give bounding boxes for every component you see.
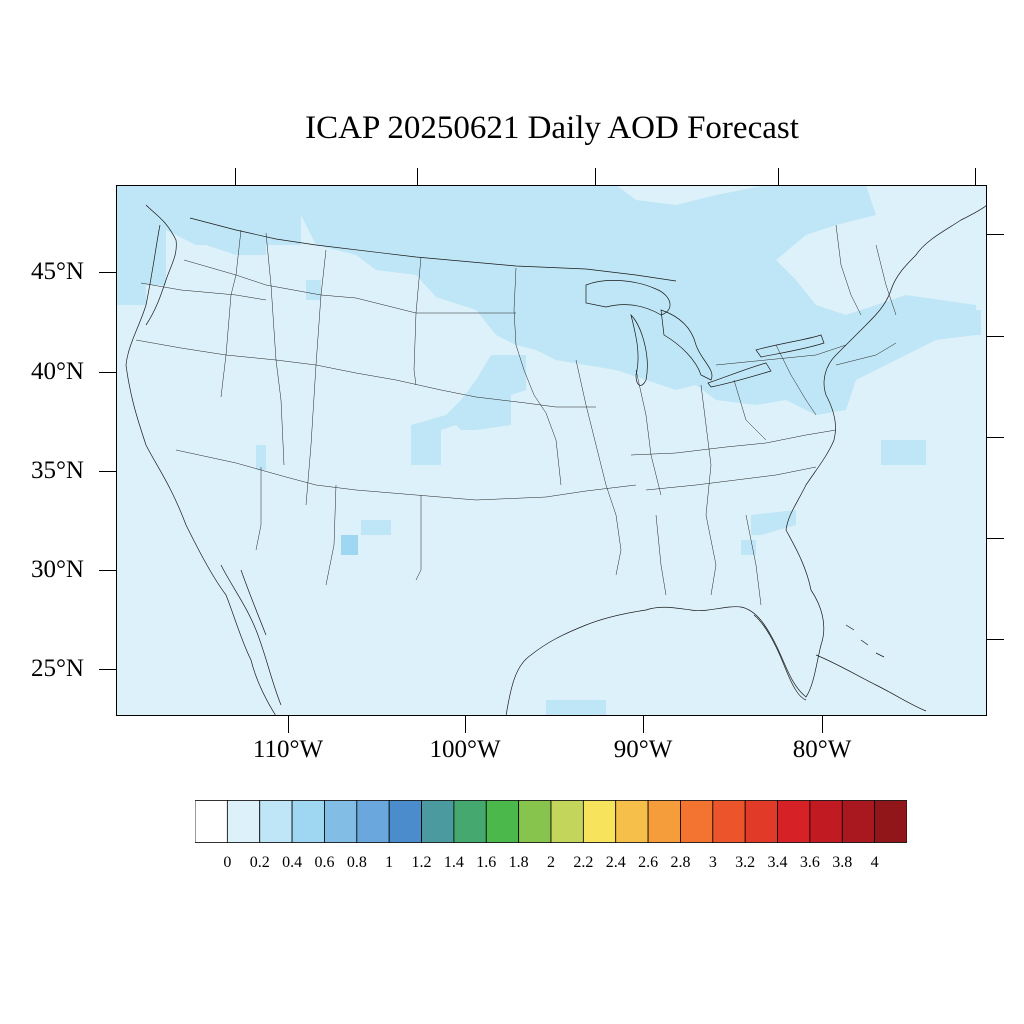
colorbar-tick-label: 1.4 (443, 854, 464, 871)
baja-peninsula (220, 564, 282, 706)
colorbar-tick-label: 1.8 (508, 854, 529, 871)
map-title: ICAP 20250621 Daily AOD Forecast (305, 110, 799, 146)
colorbar-swatch (356, 800, 390, 843)
colorbar-tick-label: 3.4 (767, 854, 788, 871)
colorbar-swatch (550, 800, 584, 843)
colorbar-tick-label: 3.2 (735, 854, 756, 871)
cuba-bahamas (815, 624, 927, 712)
east-coast (785, 204, 987, 591)
aod-plume-region (341, 535, 358, 555)
aod-plume-region (956, 310, 981, 335)
colorbar-tick-label: 2 (547, 854, 555, 871)
colorbar-swatch (582, 800, 617, 843)
colorbar-swatch (485, 800, 520, 843)
lat-label-30: 30°N (30, 556, 84, 583)
lat-label-25: 25°N (30, 655, 84, 682)
aod-plume-region (881, 440, 926, 465)
aod-plume-region (751, 510, 796, 535)
colorbar-tick-label: 0.6 (314, 854, 335, 871)
colorbar-swatch (647, 800, 681, 843)
colorbar-tick-label: 3.8 (832, 854, 853, 871)
colorbar-swatch (421, 800, 455, 843)
state-borders (135, 224, 897, 606)
pacific-northwest-coast (145, 204, 177, 326)
aod-plume-region (546, 700, 606, 716)
aod-plume-region (301, 185, 976, 415)
colorbar-swatch (712, 800, 746, 843)
colorbar-tick-label: 1 (385, 854, 394, 871)
lon-label-90w: 90°W (613, 736, 673, 763)
lon-label-110w: 110°W (252, 736, 324, 763)
aod-plume-region (256, 445, 266, 470)
aod-plume-region (116, 185, 316, 305)
colorbar-swatch (453, 800, 487, 843)
aod-colorbar (194, 800, 908, 843)
us-canada-border (189, 217, 677, 282)
colorbar-swatch (518, 800, 552, 843)
lon-label-80w: 80°W (792, 736, 852, 763)
colorbar-tick-label: 2.8 (670, 854, 691, 871)
colorbar-swatch (841, 800, 876, 843)
gulf-coast (505, 589, 825, 716)
colorbar-tick-label: 0.2 (249, 854, 270, 871)
colorbar-tick-label: 2.2 (573, 854, 594, 871)
map-border (116, 185, 987, 716)
colorbar-swatch (680, 800, 714, 843)
colorbar-swatch (744, 800, 778, 843)
aod-plume-region (411, 355, 526, 465)
colorbar-swatch (259, 800, 293, 843)
lon-label-100w: 100°W (429, 736, 501, 763)
colorbar-swatch (194, 800, 228, 843)
colorbar-swatch (388, 800, 422, 843)
aod-plumes (116, 185, 981, 716)
aod-plume-region (361, 520, 391, 535)
aod-map (116, 185, 987, 716)
colorbar-tick-label: 0.8 (346, 854, 367, 871)
colorbar-swatch (874, 800, 908, 843)
colorbar-tick-label: 2.4 (605, 854, 626, 871)
colorbar-tick-label: 1.6 (476, 854, 497, 871)
colorbar-tick-label: 1.2 (411, 854, 432, 871)
colorbar-swatch (777, 800, 811, 843)
great-lakes-outline (585, 280, 825, 388)
aod-plume-region (741, 540, 756, 555)
aod-plume-region (306, 280, 321, 300)
colorbar-swatch (226, 800, 261, 843)
lat-label-45: 45°N (30, 258, 84, 285)
colorbar-tick-label: 2.6 (638, 854, 659, 871)
colorbar-tick-label: 3.6 (799, 854, 820, 871)
colorbar-tick-label: 0.4 (282, 854, 303, 871)
colorbar-tick-label: 3 (708, 854, 717, 871)
colorbar-swatch (809, 800, 843, 843)
lat-label-35: 35°N (30, 457, 84, 484)
land-boundaries (125, 204, 987, 716)
florida-peninsula (753, 614, 807, 701)
colorbar-tick-label: 4 (870, 854, 879, 871)
colorbar-swatch (291, 800, 325, 843)
colorbar-tick-label: 0 (223, 854, 232, 871)
colorbar-swatch (615, 800, 649, 843)
lat-label-40: 40°N (30, 358, 84, 385)
colorbar-swatch (324, 800, 358, 843)
west-coast (125, 224, 277, 716)
